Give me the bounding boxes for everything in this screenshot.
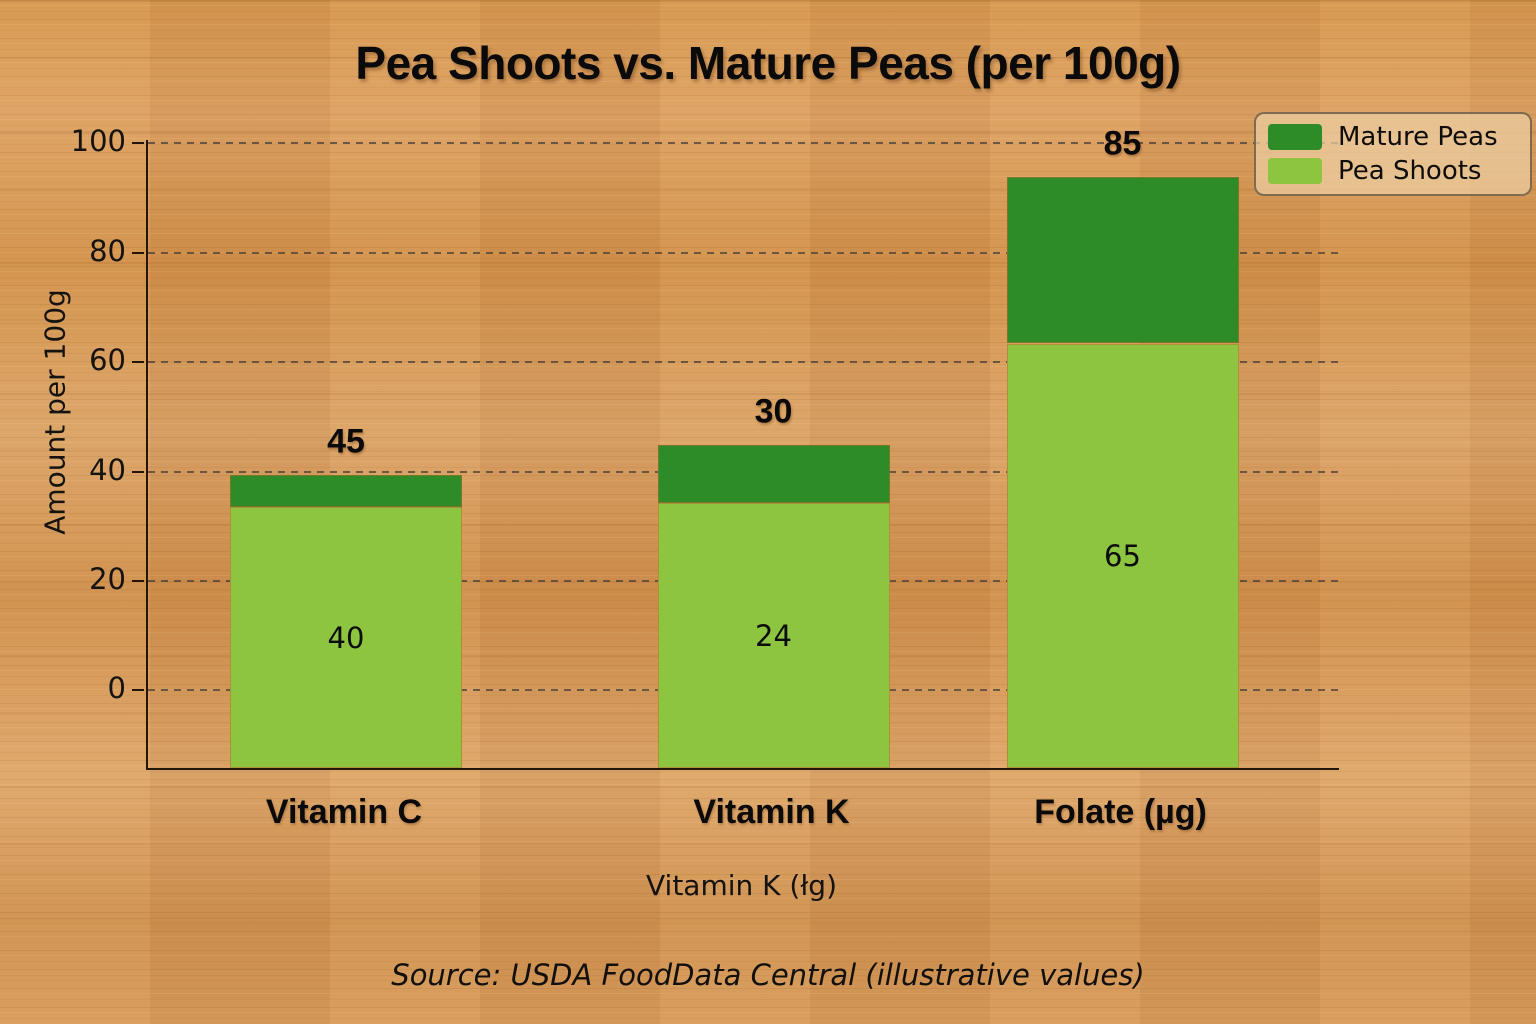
bar-mature-peas-2 xyxy=(1006,177,1239,344)
bar-total-value-label: 85 xyxy=(1103,124,1142,163)
x-tick-label-0: Vitamin C xyxy=(265,793,423,831)
bar-segment-value-label: 40 xyxy=(327,620,365,655)
x-tick-label-1: Vitamin K xyxy=(693,793,850,831)
legend-item-pea-shoots: Pea Shoots xyxy=(1268,156,1518,186)
bar-mature-peas-1 xyxy=(657,445,890,504)
y-tick-mark xyxy=(132,142,144,145)
y-tick-label: 40 xyxy=(89,452,126,487)
y-tick-label: 60 xyxy=(89,343,126,378)
y-axis-label: Amount per 100g xyxy=(38,289,72,535)
y-tick-label: 100 xyxy=(70,124,126,159)
y-tick-label: 0 xyxy=(107,671,126,706)
legend: Mature Peas Pea Shoots xyxy=(1254,112,1532,196)
x-axis-title: Vitamin K (łg) xyxy=(646,869,837,902)
x-tick-label-2: Folate (µg) xyxy=(1034,793,1207,831)
legend-label: Mature Peas xyxy=(1338,122,1498,152)
pea-shoots-swatch-icon xyxy=(1268,158,1322,184)
source-caption: Source: USDA FoodData Central (illustrat… xyxy=(391,958,1145,992)
y-tick-mark xyxy=(132,470,144,473)
y-tick-mark xyxy=(132,689,144,692)
gridline-100 xyxy=(148,142,1339,145)
y-tick-mark xyxy=(132,579,144,582)
bar-pea-shoots-0 xyxy=(230,507,462,768)
bar-mature-peas-0 xyxy=(230,475,462,508)
bar-total-value-label: 30 xyxy=(754,392,793,431)
bar-segment-value-label: 65 xyxy=(1104,538,1141,573)
legend-label: Pea Shoots xyxy=(1338,156,1482,186)
plot-area: 40 45 24 30 65 85 xyxy=(146,125,1339,770)
y-tick-mark xyxy=(132,251,144,254)
chart-title: Pea Shoots vs. Mature Peas (per 100g) xyxy=(355,37,1181,89)
bar-pea-shoots-1 xyxy=(657,503,890,768)
bar-pea-shoots-2 xyxy=(1006,343,1239,768)
bar-total-value-label: 45 xyxy=(327,422,365,461)
y-tick-label: 20 xyxy=(89,561,126,596)
gridline-80 xyxy=(148,251,1339,254)
mature-peas-swatch-icon xyxy=(1268,124,1322,150)
gridline-60 xyxy=(148,361,1339,364)
bar-segment-value-label: 24 xyxy=(755,618,792,653)
y-tick-mark xyxy=(132,361,144,364)
legend-item-mature-peas: Mature Peas xyxy=(1268,122,1518,152)
y-tick-label: 80 xyxy=(89,233,126,268)
